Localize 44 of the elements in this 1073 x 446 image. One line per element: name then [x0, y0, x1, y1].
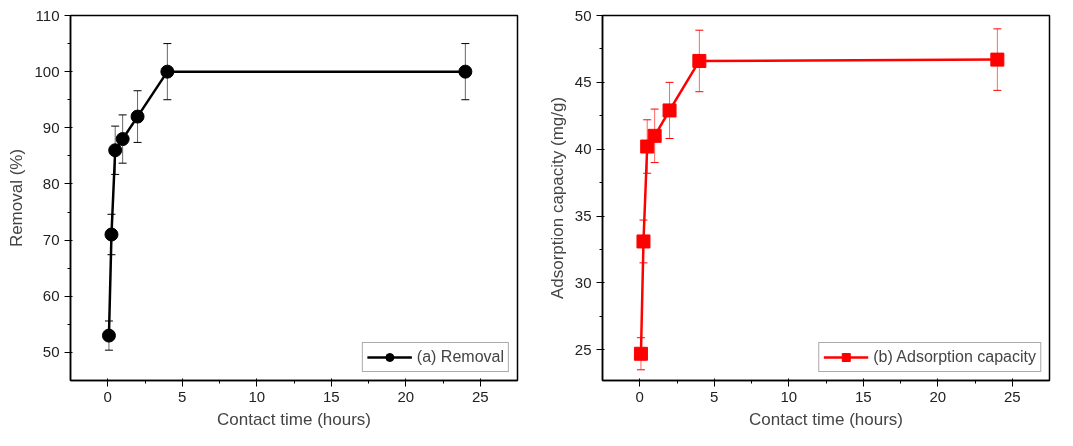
legend-label: (a) Removal — [416, 348, 504, 366]
y-tick-label: 60 — [42, 287, 60, 305]
y-tick-label: 110 — [35, 6, 60, 24]
y-tick-label: 40 — [574, 140, 592, 158]
x-tick-label: 0 — [103, 387, 112, 405]
x-tick-label: 10 — [780, 387, 798, 405]
x-tick-label: 20 — [929, 387, 947, 405]
x-tick-label: 5 — [178, 387, 187, 405]
point — [130, 109, 145, 124]
point — [458, 64, 473, 79]
x-tick-label: 25 — [471, 387, 489, 405]
x-tick-label: 15 — [854, 387, 872, 405]
y-tick-label: 70 — [42, 231, 60, 249]
y-axis-title: Removal (%) — [7, 148, 27, 248]
x-axis-title: Contact time (hours) — [217, 409, 371, 429]
y-tick-label: 90 — [42, 118, 60, 136]
y-tick-label: 100 — [34, 62, 60, 80]
point — [115, 132, 130, 147]
point — [633, 346, 648, 361]
x-tick-label: 5 — [710, 387, 719, 405]
x-tick-label: 0 — [635, 387, 644, 405]
y-tick-label: 35 — [574, 207, 592, 225]
point — [990, 52, 1005, 67]
x-axis-title: Contact time (hours) — [749, 409, 903, 429]
y-tick-label: 45 — [574, 73, 592, 91]
x-tick-label: 10 — [248, 387, 266, 405]
x-tick-label: 15 — [322, 387, 340, 405]
point — [647, 128, 662, 143]
y-tick-label: 50 — [574, 6, 592, 24]
point — [636, 234, 651, 249]
y-tick-label: 80 — [42, 174, 60, 192]
y-tick-label: 30 — [574, 273, 592, 291]
point — [692, 53, 707, 68]
point — [662, 103, 677, 118]
point — [160, 64, 175, 79]
point — [101, 328, 116, 343]
point — [104, 227, 119, 242]
x-tick-label: 20 — [397, 387, 415, 405]
y-axis-title: Adsorption capacity (mg/g) — [547, 96, 567, 300]
point — [108, 143, 123, 158]
x-tick-label: 25 — [1003, 387, 1021, 405]
y-tick-label: 25 — [574, 340, 592, 358]
legend-label: (b) Adsorption capacity — [873, 348, 1036, 366]
y-tick-label: 50 — [42, 343, 60, 361]
